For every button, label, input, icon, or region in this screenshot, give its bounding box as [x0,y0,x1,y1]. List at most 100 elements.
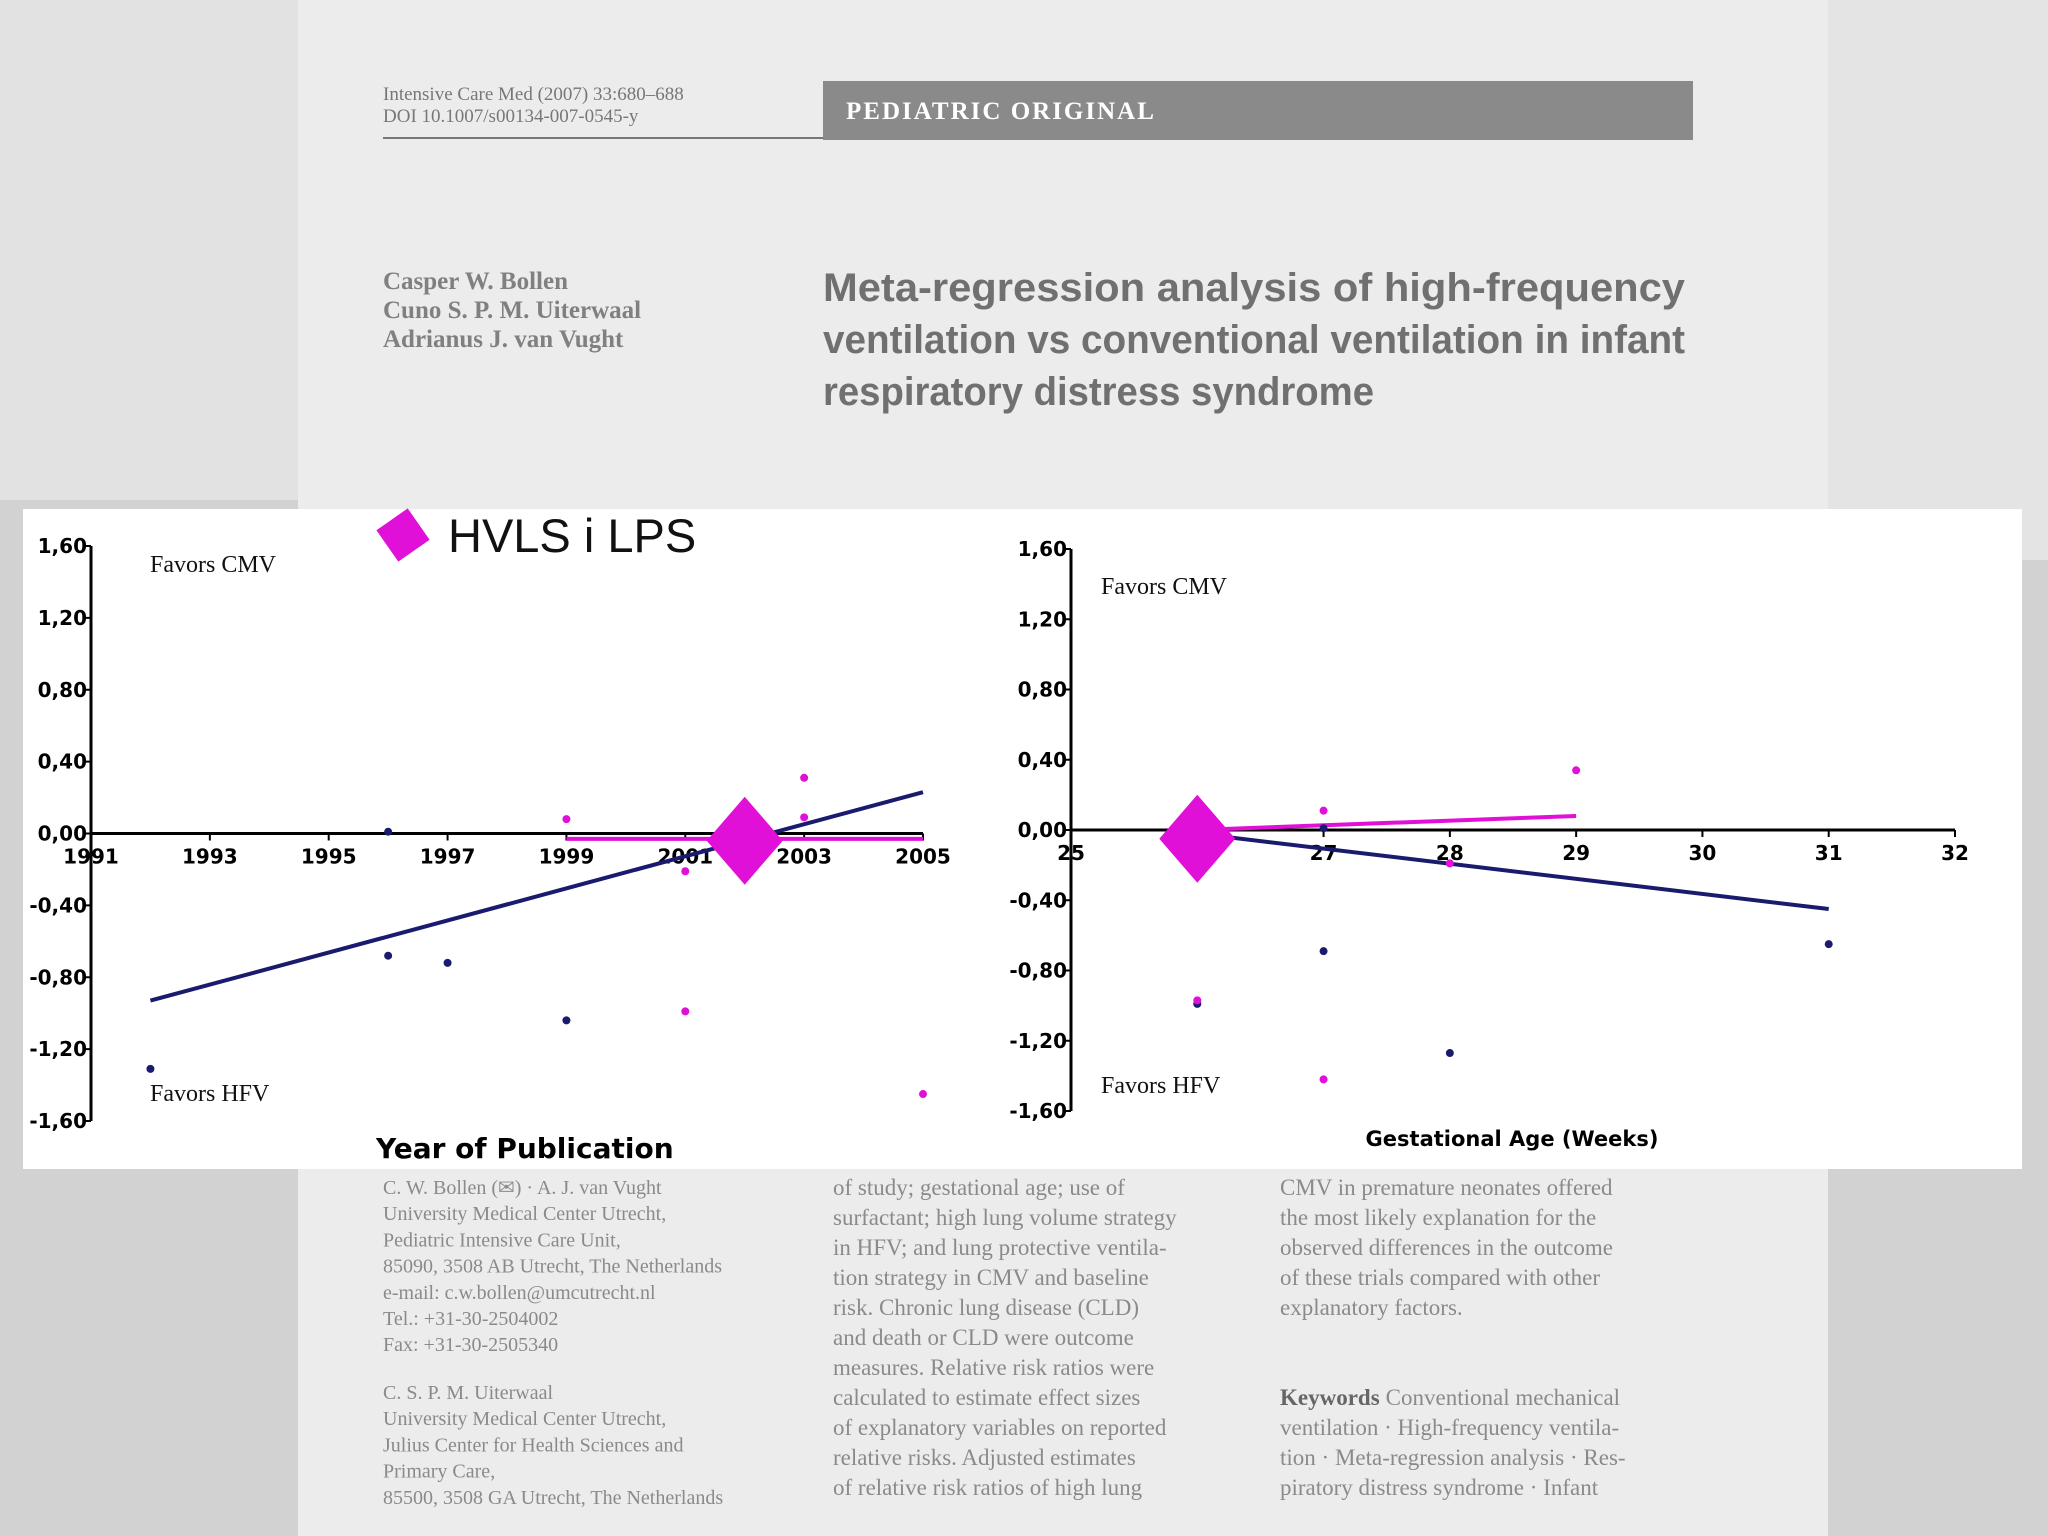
y-tick-label: 1,60 [38,534,87,558]
body-line: C. W. Bollen (✉) · A. J. van Vught [383,1177,662,1199]
annotation: Favors CMV [1101,574,1228,600]
body-line: Pediatric Intensive Care Unit, [383,1229,621,1251]
y-tick-label: 0,40 [1018,748,1067,772]
body-line: observed differences in the outcome [1280,1235,1613,1260]
data-point [800,813,809,822]
body-line: measures. Relative risk ratios were [833,1355,1154,1380]
body-line: University Medical Center Utrecht, [383,1408,666,1430]
y-tick-label: -0,80 [29,965,87,989]
body-line: 85500, 3508 GA Utrecht, The Netherlands [383,1487,723,1509]
author: Cuno S. P. M. Uiterwaal [383,297,641,324]
x-tick-label: 2005 [895,845,951,869]
article-title: respiratory distress syndrome [823,370,1374,414]
background-blur [0,0,298,500]
data-point [681,1007,690,1016]
regression-line [1197,831,1829,912]
y-tick-label: -1,20 [29,1037,87,1061]
body-line: University Medical Center Utrecht, [383,1203,666,1225]
x-tick-label: 29 [1562,841,1590,865]
data-point [1445,859,1454,868]
body-line: and death or CLD were outcome [833,1325,1134,1350]
data-point [800,773,809,782]
x-tick-label: 1991 [63,845,119,869]
body-line: Julius Center for Health Sciences and [383,1434,683,1456]
body-line: explanatory factors. [1280,1295,1463,1320]
x-tick-label: 25 [1057,841,1085,865]
x-axis-label: Year of Publication [375,1132,674,1165]
body-line: relative risks. Adjusted estimates [833,1445,1136,1470]
data-point [384,951,393,960]
x-tick-label: 30 [1689,841,1717,865]
body-line: in HFV; and lung protective ventila- [833,1235,1167,1260]
body-line: calculated to estimate effect sizes [833,1385,1140,1410]
y-tick-label: -1,20 [1009,1029,1067,1053]
body-line: of explanatory variables on reported [833,1415,1167,1440]
x-axis-label: Gestational Age (Weeks) [1366,1127,1659,1151]
y-tick-label: 0,00 [1018,818,1067,842]
chart-panel [23,509,2022,1169]
regression-line [149,790,924,1003]
y-tick-label: 0,40 [38,750,87,774]
data-point [562,1016,571,1025]
author: Casper W. Bollen [383,268,568,295]
y-tick-label: -0,40 [29,893,87,917]
data-point [1824,940,1833,949]
keywords-line: Keywords Conventional mechanical [1280,1385,1620,1410]
x-tick-label: 1993 [182,845,238,869]
annotation: Favors HFV [150,1081,270,1107]
y-tick-label: -1,60 [1009,1099,1067,1123]
y-tick-label: 0,80 [1018,678,1067,702]
regression-line [1197,813,1577,832]
y-tick-label: 1,20 [38,606,87,630]
body-line: the most likely explanation for the [1280,1205,1596,1230]
annotation: Favors HFV [1101,1073,1221,1099]
annotation: Favors CMV [150,552,277,578]
data-point [919,1090,927,1099]
data-point [384,827,393,836]
body-line: tion strategy in CMV and baseline [833,1265,1149,1290]
y-tick-label: 1,20 [1018,607,1067,631]
y-tick-label: 1,60 [1018,537,1067,561]
y-tick-label: -0,40 [1009,888,1067,912]
body-line: Fax: +31-30-2505340 [383,1334,558,1356]
data-point [1319,824,1328,833]
journal-line: DOI 10.1007/s00134-007-0545-y [383,106,639,127]
x-tick-label: 27 [1310,841,1338,865]
data-point [1319,1075,1328,1084]
body-line: of study; gestational age; use of [833,1175,1125,1200]
article-title: Meta-regression analysis of high-frequen… [823,266,1686,310]
y-tick-label: 0,00 [38,822,87,846]
data-point [1193,996,1202,1005]
x-tick-label: 31 [1815,841,1843,865]
body-line: surfactant; high lung volume strategy [833,1205,1177,1230]
background-blur [1828,0,2048,560]
x-tick-label: 2003 [776,845,832,869]
legend-label: HVLS i LPS [448,509,696,562]
body-line: of relative risk ratios of high lung [833,1475,1143,1500]
x-tick-label: 1997 [420,845,476,869]
body-line: 85090, 3508 AB Utrecht, The Netherlands [383,1256,722,1278]
y-tick-label: -1,60 [29,1109,87,1133]
data-point [1319,806,1328,815]
section-bar [823,81,1693,140]
author: Adrianus J. van Vught [383,326,624,353]
data-point [1445,1049,1454,1058]
x-tick-label: 1999 [539,845,595,869]
legend-marker [376,508,430,562]
x-tick-label: 1995 [301,845,357,869]
journal-line: Intensive Care Med (2007) 33:680–688 [383,84,684,105]
keywords-line: tion · Meta-regression analysis · Res- [1280,1445,1626,1470]
y-tick-label: 0,80 [38,678,87,702]
pooled-estimate [706,796,783,885]
keywords-label: Keywords [1280,1385,1380,1410]
body-line: Tel.: +31-30-2504002 [383,1308,558,1330]
section-label: PEDIATRIC ORIGINAL [846,98,1156,125]
keywords-text: Conventional mechanical [1386,1385,1620,1410]
keywords-line: ventilation · High-frequency ventila- [1280,1415,1619,1440]
data-point [681,867,690,876]
pooled-estimate [1159,794,1236,883]
x-tick-label: 32 [1941,841,1969,865]
article-title: ventilation vs conventional ventilation … [823,318,1685,362]
